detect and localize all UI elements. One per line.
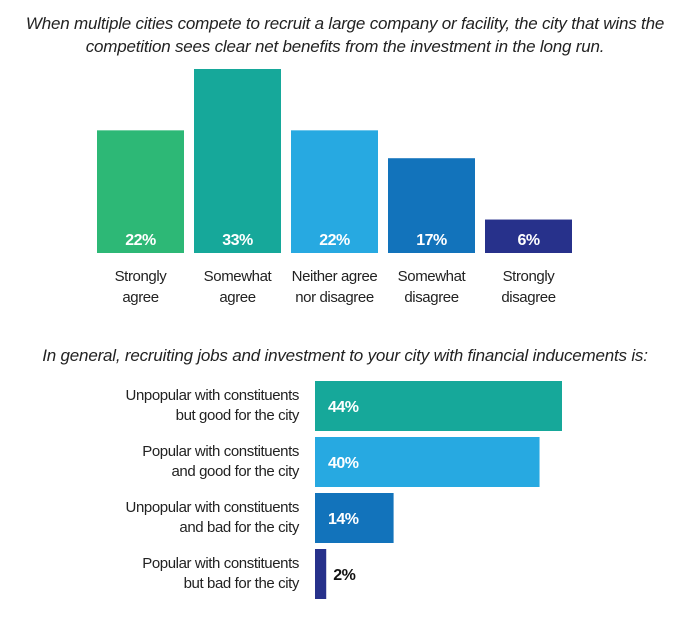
category-label-3: Neither agree	[292, 268, 378, 285]
category-label-2: agree	[219, 289, 255, 306]
hbar-category-label-3: and bad for the city	[179, 519, 299, 536]
hbar-category-label-3: Unpopular with constituents	[126, 499, 299, 516]
category-label-1: Strongly	[115, 268, 168, 285]
bar-3	[291, 130, 378, 253]
bar-1	[97, 130, 184, 253]
bar-2	[194, 69, 281, 253]
chart-2-title: In general, recruiting jobs and investme…	[42, 346, 648, 365]
category-label-1: agree	[122, 289, 158, 306]
hbar-category-label-1: Unpopular with constituents	[126, 387, 299, 404]
hbar-category-label-4: Popular with constituents	[142, 555, 299, 572]
bar-value-label-5: 6%	[517, 232, 539, 249]
vertical-bar-chart: 22% Strongly agree 33% Somewhat agree 22% Neith…	[97, 69, 572, 306]
category-label-3: nor disagree	[295, 289, 374, 306]
hbar-2	[315, 437, 540, 487]
bar-value-label-3: 22%	[319, 232, 350, 249]
category-label-5: Strongly	[503, 268, 556, 285]
hbar-category-label-1: but good for the city	[176, 407, 300, 424]
hbar-category-label-2: and good for the city	[171, 463, 299, 480]
category-label-5: disagree	[501, 289, 555, 306]
bar-4	[388, 158, 475, 253]
bar-value-label-2: 33%	[222, 232, 253, 249]
bar-value-label-4: 17%	[416, 232, 447, 249]
hbar-value-label-1: 44%	[328, 399, 359, 416]
hbar-category-label-2: Popular with constituents	[142, 443, 299, 460]
category-label-4: disagree	[404, 289, 458, 306]
hbar-category-label-4: but bad for the city	[184, 575, 300, 592]
bar-value-label-1: 22%	[125, 232, 156, 249]
hbar-1	[315, 381, 562, 431]
hbar-value-label-3: 14%	[328, 511, 359, 528]
hbar-value-label-2: 40%	[328, 455, 359, 472]
hbar-3	[315, 493, 394, 543]
category-label-2: Somewhat	[204, 268, 273, 285]
category-label-4: Somewhat	[398, 268, 467, 285]
hbar-4	[315, 549, 327, 599]
chart-1-title: When multiple cities compete to recruit …	[25, 14, 665, 56]
hbar-value-label-4: 2%	[333, 567, 355, 584]
bar-5	[485, 219, 572, 253]
